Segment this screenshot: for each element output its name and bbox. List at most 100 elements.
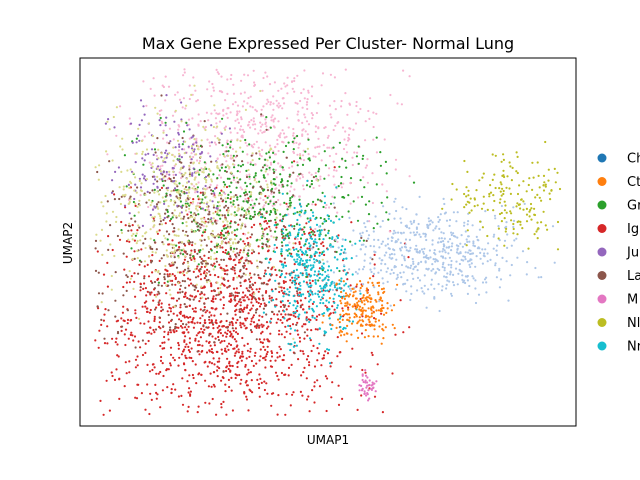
scatter-point [110,274,113,278]
scatter-point [258,324,261,327]
scatter-point [350,221,353,224]
scatter-point [540,276,543,279]
scatter-point [275,298,278,301]
scatter-point [193,248,196,252]
scatter-point [465,238,468,241]
scatter-point [229,244,232,248]
scatter-point [215,222,218,225]
scatter-point [238,218,242,221]
scatter-point [183,339,186,342]
scatter-point [231,163,235,166]
scatter-point [407,256,410,259]
scatter-point [113,126,116,129]
scatter-point [222,114,225,117]
scatter-point [140,139,144,143]
scatter-point [233,229,236,232]
scatter-point [433,249,436,252]
scatter-point [222,199,225,202]
scatter-point [257,290,260,293]
scatter-point [553,167,556,170]
scatter-point [356,408,359,411]
scatter-point [176,91,179,94]
scatter-point [124,193,127,196]
scatter-point [259,89,262,93]
scatter-point [122,305,125,308]
scatter-point [261,330,264,333]
scatter-point [252,120,255,123]
scatter-point [423,274,426,277]
scatter-point [298,281,301,284]
scatter-point [129,195,132,198]
scatter-point [314,292,317,295]
scatter-point [163,347,166,350]
scatter-point [125,281,128,284]
scatter-point [197,113,200,116]
scatter-point [122,252,125,255]
scatter-point [297,315,300,318]
scatter-point [470,209,473,212]
scatter-point [141,157,144,160]
scatter-point [333,183,336,186]
scatter-point [248,120,251,124]
scatter-point [333,196,336,199]
scatter-point [333,169,336,172]
scatter-point [366,376,369,379]
scatter-point [276,351,279,354]
scatter-point [280,181,283,184]
scatter-point [263,228,266,231]
scatter-point [158,109,161,113]
scatter-point [134,312,137,315]
scatter-point [375,136,378,139]
scatter-point [302,308,305,311]
scatter-point [310,231,313,234]
scatter-point [196,147,200,151]
scatter-point [188,207,191,210]
scatter-point [177,341,180,345]
scatter-point [246,193,249,196]
scatter-point [199,308,202,311]
scatter-point [94,247,97,250]
scatter-point [332,175,335,178]
scatter-point [173,164,176,167]
scatter-point [262,208,265,211]
scatter-point [486,234,489,238]
scatter-point [369,300,372,303]
scatter-point [237,291,241,295]
scatter-point [246,208,249,211]
scatter-point [207,217,210,221]
scatter-point [237,223,240,226]
scatter-point [426,225,429,229]
scatter-point [307,355,310,358]
scatter-point [334,238,337,241]
scatter-point [102,319,105,322]
scatter-point [174,146,177,149]
scatter-point [364,203,367,206]
scatter-point [269,200,272,203]
scatter-point [440,237,443,240]
scatter-point [498,201,501,204]
scatter-point [266,350,269,354]
scatter-point [265,272,268,276]
scatter-point [253,176,256,179]
scatter-point [174,173,177,176]
scatter-point [224,331,227,334]
scatter-point [332,160,335,163]
scatter-point [273,250,277,254]
scatter-point [246,74,250,77]
scatter-point [328,167,331,170]
scatter-point [216,326,219,329]
scatter-point [269,320,272,323]
scatter-point [216,281,219,284]
scatter-point [190,147,194,150]
scatter-point [250,191,253,194]
scatter-point [308,292,311,295]
scatter-point [515,170,518,173]
scatter-point [214,265,217,268]
scatter-point [106,200,109,203]
scatter-point [246,102,249,105]
scatter-point [216,157,219,160]
scatter-point [202,331,205,334]
scatter-point [363,222,366,225]
scatter-point [209,155,212,158]
scatter-point [322,238,325,241]
